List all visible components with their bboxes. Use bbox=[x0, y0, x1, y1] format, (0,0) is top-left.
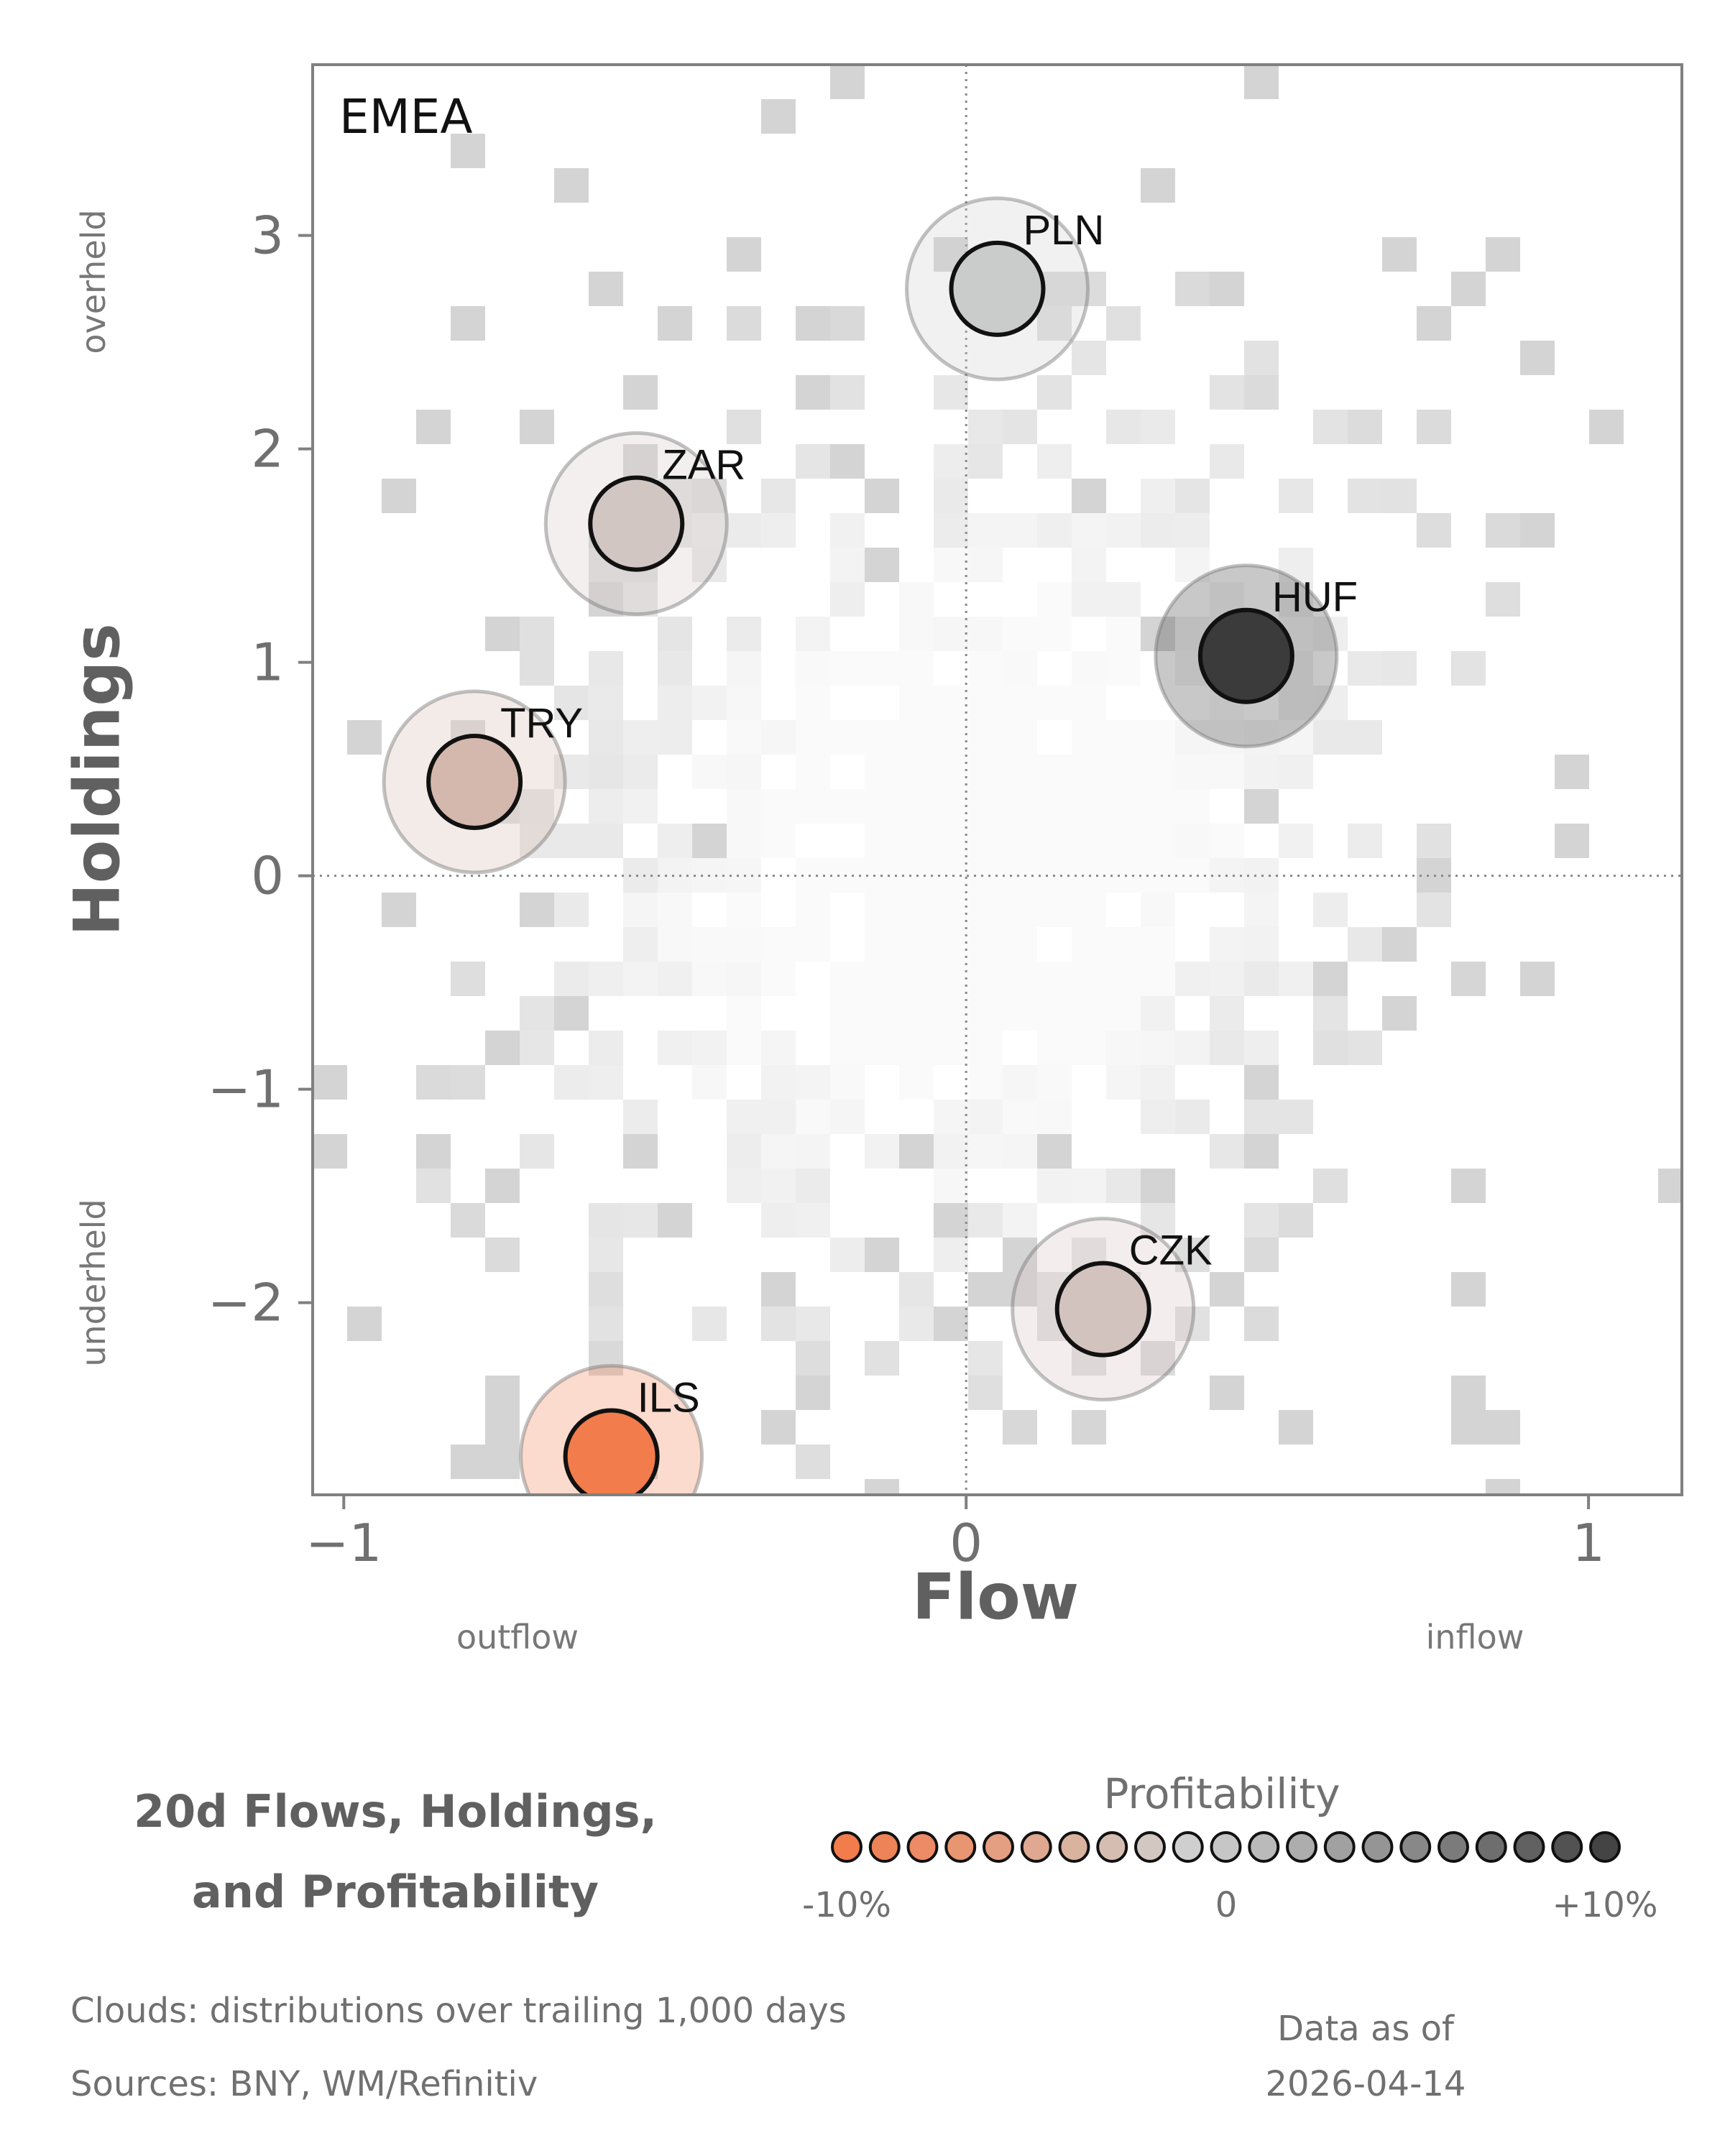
point-pln: PLN bbox=[905, 196, 1105, 382]
legend-swatch bbox=[1020, 1831, 1052, 1863]
point-czk: CZK bbox=[1011, 1217, 1213, 1402]
footer-clouds-note: Clouds: distributions over trailing 1,00… bbox=[70, 1991, 847, 2031]
legend-swatch bbox=[1589, 1831, 1621, 1863]
legend-swatch bbox=[831, 1831, 862, 1863]
legend-tick-min: -10% bbox=[801, 1885, 892, 1925]
svg-text:CZK: CZK bbox=[1129, 1227, 1213, 1274]
legend-swatch bbox=[906, 1831, 939, 1863]
points-layer: PLN ZAR HUF TRY CZK ILS bbox=[382, 196, 1358, 1495]
x-axis-label: Flow bbox=[911, 1560, 1080, 1634]
footer-sources: Sources: BNY, WM/Refinitiv bbox=[70, 2064, 538, 2104]
legend-swatch bbox=[1058, 1831, 1090, 1863]
point-ils: ILS bbox=[519, 1364, 704, 1495]
y-tick-label: 3 bbox=[251, 206, 284, 266]
legend-swatch bbox=[1551, 1831, 1583, 1863]
y-tick-label: −2 bbox=[208, 1273, 284, 1333]
as-of-date: 2026-04-14 bbox=[1265, 2064, 1466, 2104]
as-of-label: Data as of bbox=[1277, 2009, 1454, 2049]
legend-swatch bbox=[983, 1831, 1014, 1863]
legend-swatch bbox=[1438, 1831, 1469, 1863]
x-tick-label: −1 bbox=[305, 1513, 382, 1573]
legend-colorbar bbox=[831, 1831, 1621, 1863]
svg-text:TRY: TRY bbox=[500, 700, 583, 747]
y-tick-label: 0 bbox=[251, 846, 284, 906]
y-tick-label: 1 bbox=[251, 632, 284, 693]
legend-tick-max: +10% bbox=[1552, 1885, 1658, 1925]
legend-tick-mid: 0 bbox=[1215, 1885, 1238, 1925]
point-huf: HUF bbox=[1154, 563, 1358, 749]
legend-swatch bbox=[1248, 1831, 1280, 1863]
title-line-2: and Profitability bbox=[191, 1866, 599, 1918]
svg-text:PLN: PLN bbox=[1024, 207, 1105, 254]
legend-swatch bbox=[1399, 1831, 1432, 1863]
x-tick-label: 1 bbox=[1572, 1513, 1605, 1573]
legend-swatch bbox=[1286, 1831, 1317, 1863]
legend-swatch bbox=[1361, 1831, 1394, 1863]
x-tick-label: 0 bbox=[949, 1513, 983, 1573]
svg-text:ZAR: ZAR bbox=[662, 442, 745, 489]
axis-layer: −1 0 1 3 2 1 0 −1 −2 bbox=[208, 206, 1605, 1573]
svg-text:ILS: ILS bbox=[638, 1375, 700, 1422]
legend-swatch bbox=[944, 1831, 977, 1863]
y-top-side-label: overheld bbox=[74, 209, 113, 354]
y-tick-label: 2 bbox=[251, 419, 284, 479]
legend-swatch bbox=[1475, 1831, 1507, 1863]
y-bottom-side-label: underheld bbox=[74, 1199, 113, 1367]
y-axis-label: Holdings bbox=[60, 623, 134, 936]
svg-text:HUF: HUF bbox=[1272, 574, 1358, 621]
legend-swatch bbox=[1210, 1831, 1242, 1863]
x-right-side-label: inflow bbox=[1425, 1618, 1524, 1657]
legend-swatch bbox=[1172, 1831, 1204, 1863]
legend-title: Profitability bbox=[1103, 1769, 1340, 1818]
legend-swatch bbox=[1096, 1831, 1128, 1863]
panel-label: EMEA bbox=[339, 89, 473, 144]
legend-swatch bbox=[1323, 1831, 1356, 1863]
plot-frame bbox=[311, 63, 1683, 1496]
point-try: TRY bbox=[382, 689, 583, 875]
histogram-cloud bbox=[313, 65, 1682, 1495]
point-zar: ZAR bbox=[543, 431, 745, 617]
x-left-side-label: outflow bbox=[456, 1618, 579, 1657]
legend-swatch bbox=[868, 1831, 901, 1863]
title-line-1: 20d Flows, Holdings, bbox=[133, 1785, 658, 1838]
legend-swatch bbox=[1134, 1831, 1166, 1863]
y-tick-label: −1 bbox=[208, 1059, 284, 1120]
chart-title: 20d Flows, Holdings, and Profitability bbox=[58, 1772, 733, 1932]
legend-swatch bbox=[1513, 1831, 1545, 1863]
